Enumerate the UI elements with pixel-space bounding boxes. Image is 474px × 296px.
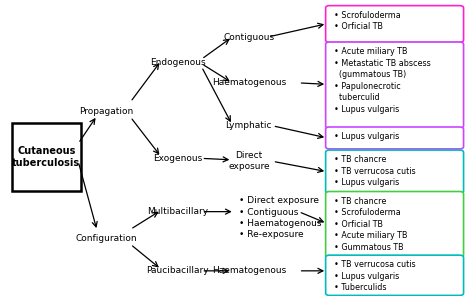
Text: • Lupus vulgaris: • Lupus vulgaris bbox=[334, 132, 400, 141]
Text: Haematogenous: Haematogenous bbox=[212, 78, 286, 87]
FancyBboxPatch shape bbox=[326, 192, 464, 257]
Text: • TB verrucosa cutis
• Lupus vulgaris
• Tuberculids: • TB verrucosa cutis • Lupus vulgaris • … bbox=[334, 260, 416, 292]
FancyBboxPatch shape bbox=[326, 127, 464, 149]
Text: Paucibacillary: Paucibacillary bbox=[146, 266, 209, 275]
Text: • Scrofuloderma
• Orficial TB: • Scrofuloderma • Orficial TB bbox=[334, 11, 401, 31]
Text: Endogenous: Endogenous bbox=[150, 58, 206, 67]
Text: Direct
exposure: Direct exposure bbox=[228, 151, 270, 171]
FancyBboxPatch shape bbox=[12, 123, 81, 191]
Text: • TB chancre
• Scrofuloderma
• Orficial TB
• Acute miliary TB
• Gummatous TB: • TB chancre • Scrofuloderma • Orficial … bbox=[334, 197, 408, 252]
FancyBboxPatch shape bbox=[326, 150, 464, 193]
Text: Configuration: Configuration bbox=[76, 234, 137, 243]
Text: Lymphatic: Lymphatic bbox=[226, 121, 272, 130]
Text: Propagation: Propagation bbox=[80, 107, 134, 115]
Text: Cutaneous
tuberculosis: Cutaneous tuberculosis bbox=[12, 146, 80, 168]
FancyBboxPatch shape bbox=[326, 255, 464, 295]
FancyBboxPatch shape bbox=[326, 6, 464, 42]
Text: Haematogenous: Haematogenous bbox=[212, 266, 286, 275]
Text: • Direct exposure
• Contiguous
• Haematogenous
• Re-exposure: • Direct exposure • Contiguous • Haemato… bbox=[239, 197, 322, 239]
Text: Contiguous: Contiguous bbox=[223, 33, 274, 41]
Text: Exogenous: Exogenous bbox=[153, 154, 202, 163]
FancyBboxPatch shape bbox=[326, 42, 464, 128]
Text: • Acute miliary TB
• Metastatic TB abscess
  (gummatous TB)
• Papulonecrotic
  t: • Acute miliary TB • Metastatic TB absce… bbox=[334, 47, 431, 114]
Text: Multibacillary: Multibacillary bbox=[147, 207, 208, 216]
Text: • TB chancre
• TB verrucosa cutis
• Lupus vulgaris: • TB chancre • TB verrucosa cutis • Lupu… bbox=[334, 155, 416, 187]
